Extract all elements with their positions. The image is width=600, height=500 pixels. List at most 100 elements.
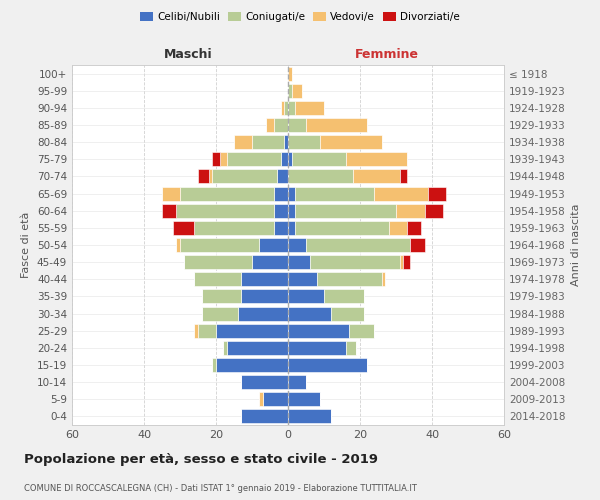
Legend: Celibi/Nubili, Coniugati/e, Vedovi/e, Divorziati/e: Celibi/Nubili, Coniugati/e, Vedovi/e, Di…: [136, 8, 464, 26]
Bar: [252, 135, 284, 149]
Bar: [292, 84, 302, 98]
Bar: [306, 238, 410, 252]
Bar: [324, 290, 364, 304]
Bar: [281, 101, 284, 115]
Bar: [389, 221, 407, 235]
Bar: [288, 410, 331, 424]
Bar: [288, 272, 317, 286]
Bar: [234, 135, 252, 149]
Bar: [292, 152, 346, 166]
Bar: [274, 204, 288, 218]
Text: Femmine: Femmine: [355, 48, 419, 62]
Bar: [202, 290, 241, 304]
Bar: [288, 152, 292, 166]
Bar: [374, 186, 428, 200]
Bar: [288, 306, 331, 320]
Y-axis label: Fasce di età: Fasce di età: [22, 212, 31, 278]
Bar: [252, 255, 288, 269]
Bar: [306, 118, 367, 132]
Bar: [410, 238, 425, 252]
Text: Popolazione per età, sesso e stato civile - 2019: Popolazione per età, sesso e stato civil…: [24, 452, 378, 466]
Bar: [194, 272, 241, 286]
Bar: [212, 152, 220, 166]
Bar: [266, 118, 274, 132]
Bar: [310, 255, 400, 269]
Bar: [288, 135, 320, 149]
Bar: [223, 341, 227, 355]
Bar: [241, 290, 288, 304]
Bar: [274, 221, 288, 235]
Bar: [288, 341, 346, 355]
Bar: [241, 410, 288, 424]
Bar: [288, 392, 320, 406]
Text: COMUNE DI ROCCASCALEGNA (CH) - Dati ISTAT 1° gennaio 2019 - Elaborazione TUTTITA: COMUNE DI ROCCASCALEGNA (CH) - Dati ISTA…: [24, 484, 417, 493]
Bar: [428, 186, 446, 200]
Bar: [227, 341, 288, 355]
Bar: [288, 186, 295, 200]
Bar: [259, 392, 263, 406]
Bar: [295, 101, 324, 115]
Bar: [403, 255, 410, 269]
Bar: [331, 306, 364, 320]
Bar: [284, 101, 288, 115]
Bar: [209, 170, 212, 183]
Bar: [238, 306, 288, 320]
Bar: [184, 255, 252, 269]
Bar: [220, 152, 227, 166]
Bar: [194, 221, 274, 235]
Bar: [216, 324, 288, 338]
Bar: [288, 324, 349, 338]
Bar: [425, 204, 443, 218]
Bar: [212, 358, 216, 372]
Bar: [346, 341, 356, 355]
Bar: [162, 186, 180, 200]
Bar: [407, 221, 421, 235]
Bar: [288, 255, 310, 269]
Bar: [400, 170, 407, 183]
Bar: [263, 392, 288, 406]
Bar: [180, 186, 274, 200]
Bar: [349, 324, 374, 338]
Text: Maschi: Maschi: [164, 48, 213, 62]
Bar: [227, 152, 281, 166]
Bar: [288, 221, 295, 235]
Bar: [281, 152, 288, 166]
Bar: [173, 221, 194, 235]
Bar: [288, 84, 292, 98]
Bar: [320, 135, 382, 149]
Bar: [180, 238, 259, 252]
Bar: [198, 170, 209, 183]
Bar: [259, 238, 288, 252]
Bar: [212, 170, 277, 183]
Bar: [396, 204, 425, 218]
Bar: [216, 358, 288, 372]
Bar: [288, 290, 324, 304]
Bar: [317, 272, 382, 286]
Bar: [277, 170, 288, 183]
Bar: [202, 306, 238, 320]
Bar: [295, 186, 374, 200]
Bar: [288, 238, 306, 252]
Bar: [176, 204, 274, 218]
Bar: [400, 255, 403, 269]
Bar: [198, 324, 216, 338]
Bar: [288, 375, 306, 389]
Bar: [295, 204, 396, 218]
Bar: [176, 238, 180, 252]
Bar: [288, 204, 295, 218]
Y-axis label: Anni di nascita: Anni di nascita: [571, 204, 581, 286]
Bar: [194, 324, 198, 338]
Bar: [288, 118, 306, 132]
Bar: [288, 358, 367, 372]
Bar: [295, 221, 389, 235]
Bar: [288, 101, 295, 115]
Bar: [288, 170, 353, 183]
Bar: [382, 272, 385, 286]
Bar: [241, 272, 288, 286]
Bar: [353, 170, 400, 183]
Bar: [241, 375, 288, 389]
Bar: [274, 186, 288, 200]
Bar: [274, 118, 288, 132]
Bar: [346, 152, 407, 166]
Bar: [162, 204, 176, 218]
